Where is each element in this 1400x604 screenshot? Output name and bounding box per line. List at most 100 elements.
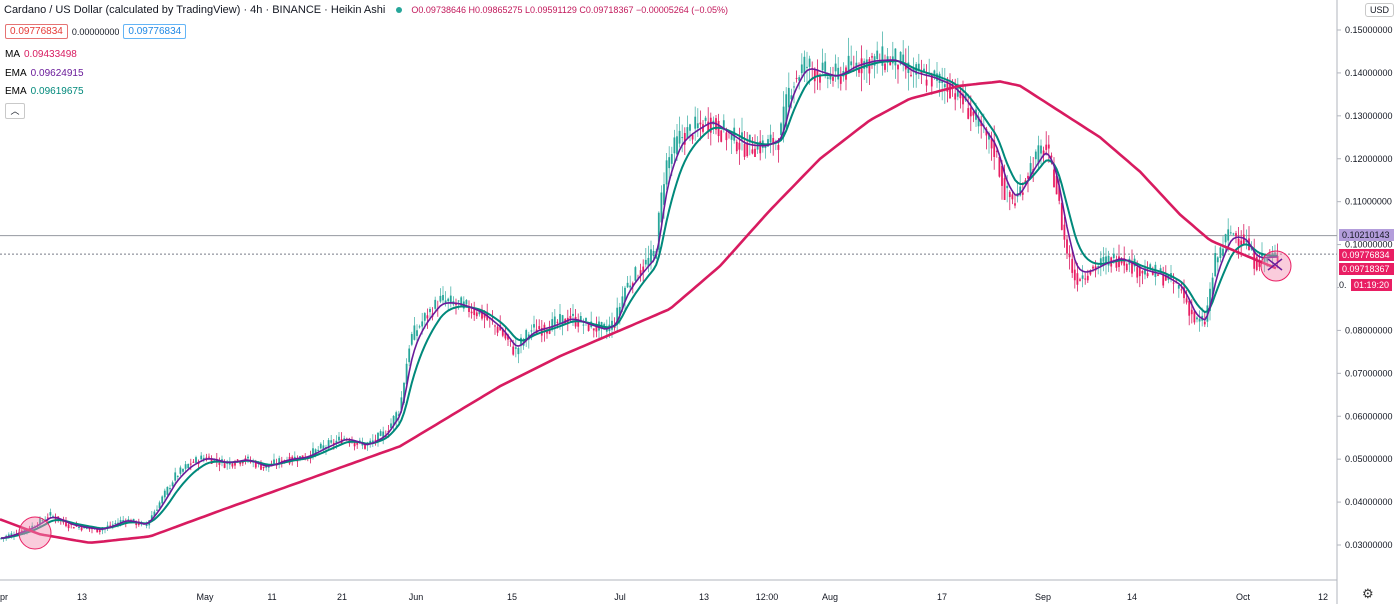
candle-body [361,443,364,446]
hidden-edge-label: 0. [1339,280,1347,290]
candle-body [694,116,697,129]
collapse-legend-button[interactable]: ︿ [5,103,25,119]
ma-label: MA [5,49,20,60]
y-tick-label: 0.04000000 [1345,497,1393,507]
candle-body [673,137,676,154]
currency-button[interactable]: USD [1364,3,1394,17]
candle-body [353,442,356,447]
candle-body [356,441,359,445]
candle-body [1063,224,1066,240]
candle-body [330,440,333,443]
candle-body [278,458,281,464]
candle-body [1185,298,1188,303]
candle-body [145,523,148,526]
candle-body [421,321,424,327]
candle-body [369,440,372,444]
candle-body [1055,175,1058,195]
candle-body [611,320,613,330]
candle-body [962,94,964,105]
y-tick-label: 0.03000000 [1345,540,1393,550]
candle-body [579,316,582,322]
candle-body [169,488,171,490]
candle-body [514,347,517,349]
candle-body [647,257,650,267]
candle-body [187,463,190,469]
candle-body [176,475,179,477]
candle-body [1232,233,1235,235]
ema2-label: EMA [5,86,27,97]
candle-body [785,94,788,127]
candle-body [806,66,808,68]
candle-body [621,296,624,310]
ema2-legend[interactable]: EMA 0.09619675 [5,86,84,97]
candle-body [1040,145,1042,154]
y-tick-label: 0.14000000 [1345,68,1393,78]
candle-body [208,456,210,458]
candle-body [988,133,990,140]
candle-body [780,123,782,136]
ema1-legend[interactable]: EMA 0.09624915 [5,68,84,79]
candle-body [670,154,673,164]
candle-body [1229,232,1232,234]
candle-body [569,315,572,321]
candle-body [559,314,561,324]
candle-body [1027,175,1029,179]
candle-body [1102,256,1105,262]
buy-button[interactable]: 0.09776834 [123,24,187,39]
y-tick-label: 0.11000000 [1345,197,1392,207]
ema-fast-line [0,59,1278,539]
x-tick-label: 12:00 [756,592,779,602]
ohlc-values: O0.09738646 H0.09865275 L0.09591129 C0.0… [411,5,729,15]
candle-body [1219,247,1222,258]
sell-button[interactable]: 0.09776834 [5,24,68,39]
candle-body [408,348,411,363]
candle-body [1193,311,1196,323]
candle-body [382,431,385,438]
candle-body [1084,278,1087,280]
candle-body [1081,275,1084,279]
candle-body [1118,256,1120,267]
x-tick-label: 12 [1318,592,1328,602]
candle-body [520,337,522,346]
candle-body [72,527,75,529]
candle-body [876,50,879,60]
candle-body [179,467,182,474]
ma-line [0,80,1277,544]
candle-body [455,303,457,305]
candle-body [707,121,710,132]
candle-body [1196,317,1198,320]
candle-body [943,84,946,88]
candle-body [504,332,507,339]
candle-body [1066,239,1068,254]
gear-icon[interactable]: ⚙ [1362,586,1374,601]
candle-body [96,528,99,533]
candle-body [1258,261,1261,267]
candle-body [847,55,850,71]
candle-body [343,438,346,440]
candle-body [150,515,153,520]
candle-body [1058,185,1061,201]
candle-body [782,106,785,137]
candle-body [106,525,109,529]
spread-value: 0.00000000 [71,26,120,37]
ma-value: 0.09433498 [24,49,77,60]
candle-body [897,64,899,70]
candle-body [223,463,226,468]
candle-body [78,527,80,529]
candle-body [941,80,944,84]
candle-body [1209,288,1211,311]
last-price-tag: 0.09718367 [1339,263,1394,275]
candle-body [860,58,863,74]
candle-body [314,449,317,456]
candle-body [267,466,270,468]
symbol-title[interactable]: Cardano / US Dollar (calculated by Tradi… [4,4,386,16]
candle-body [1021,192,1024,195]
candle-body [767,139,769,147]
candle-body [725,132,728,141]
ma-legend[interactable]: MA 0.09433498 [5,49,77,60]
candle-body [777,144,780,150]
candle-body [1222,248,1224,256]
candle-body [332,442,335,445]
candle-body [377,432,379,443]
